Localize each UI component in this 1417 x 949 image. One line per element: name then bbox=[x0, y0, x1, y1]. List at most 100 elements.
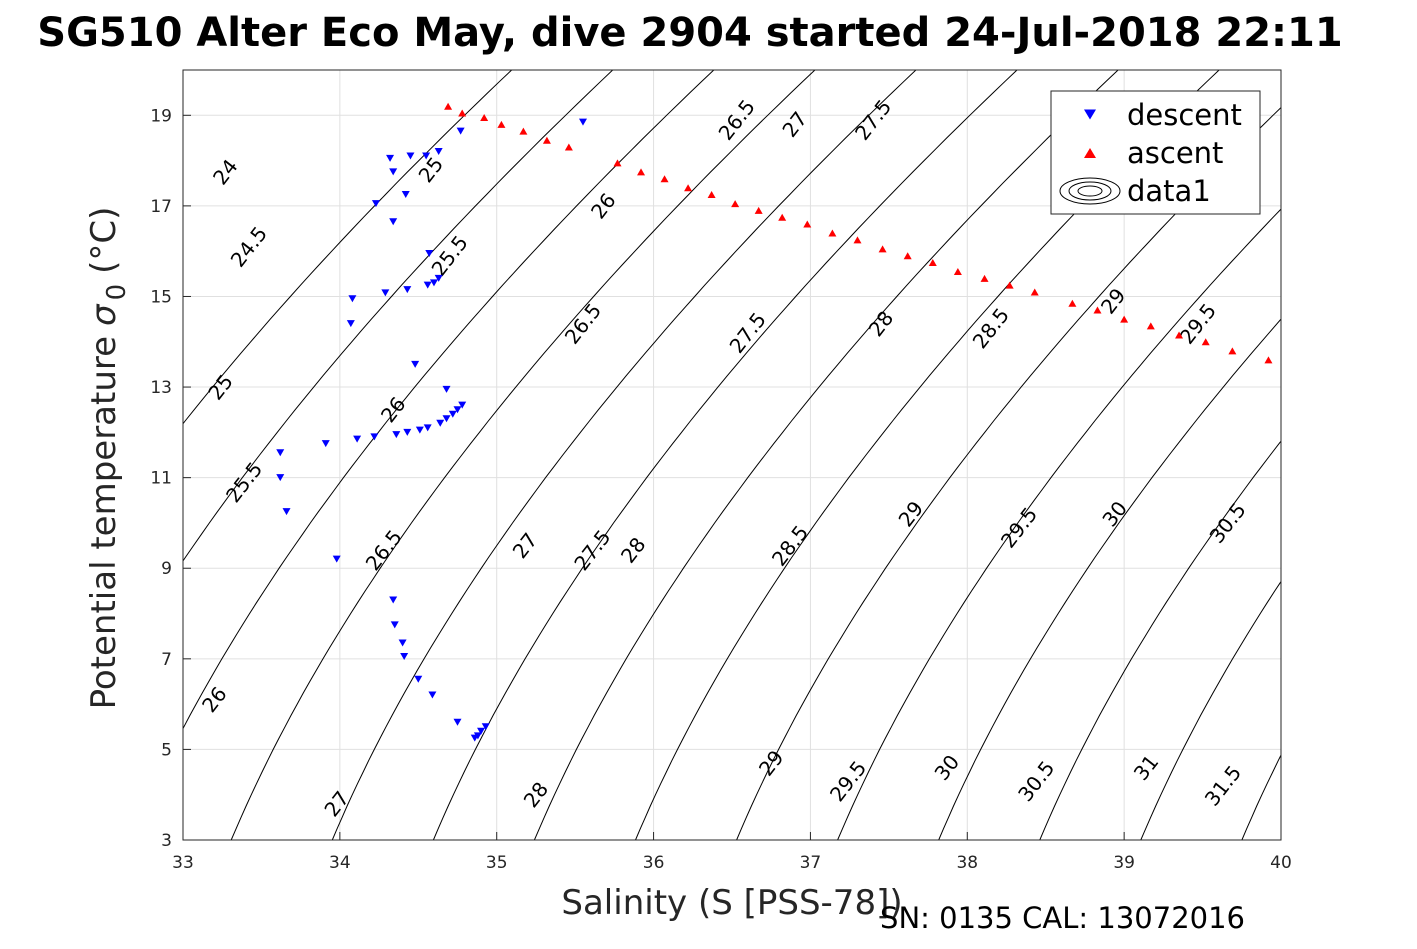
ascent-point bbox=[1146, 322, 1155, 330]
y-tick-label: 15 bbox=[150, 287, 172, 307]
descent-point bbox=[453, 718, 462, 726]
y-axis-title-main: Potential temperature bbox=[84, 336, 124, 709]
descent-point bbox=[470, 734, 479, 742]
ascent-point bbox=[707, 191, 716, 199]
axes-box bbox=[182, 69, 1282, 841]
isopycnal-28.5 bbox=[837, 208, 1281, 840]
descent-point bbox=[348, 295, 357, 303]
descent-point bbox=[578, 118, 587, 126]
descent-point bbox=[411, 360, 420, 368]
isopycnal-26 bbox=[331, 70, 917, 840]
descent-point bbox=[381, 289, 390, 297]
legend-ascent-marker bbox=[1084, 148, 1096, 158]
legend-descent-marker bbox=[1084, 109, 1096, 120]
ascent-point bbox=[660, 175, 669, 183]
chart-title: SG510 Alter Eco May, dive 2904 started 2… bbox=[37, 10, 1342, 56]
ascent-point bbox=[1068, 299, 1077, 307]
descent-point bbox=[389, 218, 398, 226]
descent-point bbox=[406, 152, 415, 160]
isopycnal-29.5 bbox=[1039, 440, 1281, 840]
ascent-point bbox=[928, 259, 937, 266]
legend-descent-label: descent bbox=[1127, 98, 1242, 132]
descent-point bbox=[414, 675, 423, 683]
descent-point bbox=[403, 428, 412, 436]
ascent-point bbox=[1093, 306, 1102, 314]
descent-point bbox=[481, 723, 490, 731]
x-tick-label: 34 bbox=[329, 853, 351, 873]
y-tick-label: 17 bbox=[150, 197, 172, 217]
descent-point bbox=[332, 555, 341, 563]
descent-point bbox=[401, 191, 410, 199]
y-axis-ticks: 3 5 7 9 11 13 15 17 19 bbox=[150, 106, 191, 851]
descent-point bbox=[453, 406, 462, 414]
data-series bbox=[276, 102, 1273, 742]
descent-point bbox=[353, 435, 362, 443]
density-contours bbox=[183, 70, 1281, 840]
descent-point bbox=[456, 127, 465, 135]
ascent-point bbox=[1228, 347, 1237, 355]
ascent-point bbox=[731, 200, 740, 208]
y-tick-label: 5 bbox=[161, 740, 172, 760]
descent-point bbox=[428, 691, 437, 699]
ascent-point bbox=[684, 184, 693, 192]
descent-point bbox=[371, 200, 380, 208]
y-axis-title: Potential temperature σ 0 (°C) bbox=[84, 207, 132, 710]
descent-point bbox=[276, 449, 285, 457]
descent-point bbox=[321, 440, 330, 448]
isopycnal-30 bbox=[1140, 580, 1281, 840]
ascent-point bbox=[480, 114, 489, 122]
isopycnal-25.5 bbox=[230, 70, 816, 840]
descent-point bbox=[442, 415, 451, 423]
descent-point bbox=[403, 286, 412, 294]
x-tick-label: 38 bbox=[956, 853, 978, 873]
ascent-point bbox=[1264, 356, 1273, 364]
ascent-point bbox=[828, 229, 837, 237]
x-axis-ticks: 33 34 35 36 37 38 39 40 bbox=[172, 832, 1292, 873]
descent-point bbox=[423, 281, 432, 289]
legend-contour-label: data1 bbox=[1127, 174, 1211, 208]
legend-ascent-label: ascent bbox=[1127, 136, 1223, 170]
descent-point bbox=[282, 508, 291, 516]
ascent-point bbox=[542, 136, 551, 144]
ascent-point bbox=[778, 213, 787, 221]
x-tick-label: 33 bbox=[172, 853, 194, 873]
y-axis-title-symbol: σ bbox=[84, 303, 124, 326]
descent-point bbox=[442, 385, 451, 393]
y-tick-label: 13 bbox=[150, 378, 172, 398]
descent-point bbox=[429, 279, 438, 287]
legend: descent ascent data1 bbox=[1050, 90, 1261, 215]
ascent-point bbox=[637, 168, 646, 176]
ascent-point bbox=[564, 143, 573, 151]
y-axis-title-unit: (°C) bbox=[84, 207, 124, 274]
descent-point bbox=[458, 401, 467, 409]
y-axis-title-subscript: 0 bbox=[102, 284, 132, 301]
descent-point bbox=[423, 424, 432, 432]
ascent-point bbox=[980, 274, 989, 282]
ascent-point bbox=[1175, 331, 1184, 339]
isopycnal-29 bbox=[938, 318, 1281, 840]
descent-point bbox=[389, 168, 398, 176]
legend-contour-icon bbox=[1059, 177, 1121, 205]
ascent-point bbox=[754, 206, 763, 214]
serial-calibration-footer: SN: 0135 CAL: 13072016 bbox=[880, 901, 1245, 935]
isopycnal-25 bbox=[183, 70, 715, 730]
ascent-point bbox=[1030, 288, 1039, 296]
ascent-point bbox=[497, 120, 506, 128]
ascent-point bbox=[803, 220, 812, 228]
ascent-point bbox=[903, 252, 912, 260]
isopycnal-27 bbox=[533, 70, 1119, 840]
y-tick-label: 19 bbox=[150, 106, 172, 126]
ascent-point bbox=[519, 127, 528, 135]
ascent-point bbox=[853, 236, 862, 244]
descent-point bbox=[392, 431, 401, 439]
isopycnal-26.5 bbox=[432, 70, 1018, 840]
y-tick-label: 3 bbox=[161, 831, 172, 851]
ascent-point bbox=[878, 245, 887, 253]
descent-point bbox=[434, 148, 443, 156]
descent-point bbox=[422, 152, 431, 160]
descent-point bbox=[436, 419, 445, 427]
y-tick-label: 7 bbox=[161, 650, 172, 670]
ascent-point bbox=[444, 102, 453, 110]
